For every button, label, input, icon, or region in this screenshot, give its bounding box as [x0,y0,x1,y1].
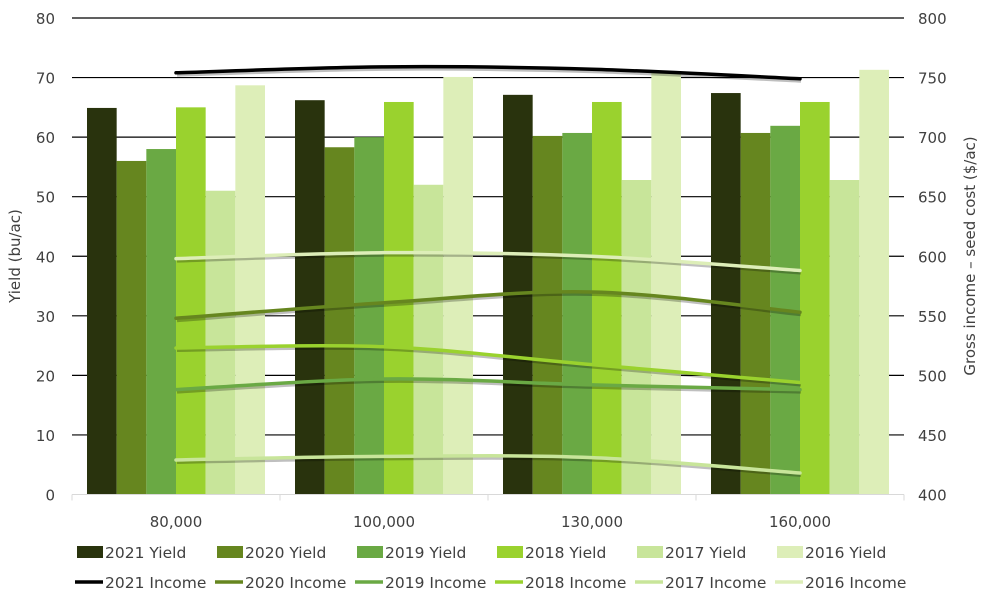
bar-2018-yield [176,107,206,495]
y-tick-label: 0 [45,487,55,505]
line-shadow [176,291,802,323]
legend-label: 2018 Yield [525,544,606,562]
line-2021-income [174,64,802,81]
y2-tick-label: 800 [918,10,947,28]
bar-2019-yield [146,149,176,495]
y2-tick-label: 700 [918,129,947,147]
y-tick-label: 60 [36,129,55,147]
bar-2018-yield [800,101,830,495]
line-shadow [176,378,802,394]
y2-tick-label: 750 [918,70,947,88]
line-2019-income [174,377,802,392]
bar-2020-yield [532,135,563,495]
line-2017-income [174,454,802,475]
legend-label: 2017 Income [665,574,766,592]
y2-tick-label: 400 [918,487,947,505]
y2-tick-label: 650 [918,189,947,207]
x-tick-label: 160,000 [769,513,831,531]
line-2016-income [174,250,802,273]
legend-label: 2021 Yield [105,544,186,562]
legend-swatch [77,546,103,558]
bar-2017-yield [413,184,444,495]
line-2020-income [174,290,802,320]
y2-tick-label: 500 [918,367,947,385]
y-tick-label: 70 [36,70,55,88]
legend-swatch [497,546,523,558]
legend-label: 2018 Income [525,574,626,592]
bar-2017-yield [829,180,860,495]
y2-axis-label: Gross income – seed cost ($/ac) [961,136,979,375]
y-tick-label: 30 [36,308,55,326]
y-axis-label: Yield (bu/ac) [6,209,24,304]
bar-2016-yield [235,85,265,495]
y2-tick-label: 550 [918,308,947,326]
y2-tick-label: 450 [918,427,947,445]
x-tick-label: 130,000 [561,513,623,531]
legend-label: 2020 Income [245,574,346,592]
legend-label: 2019 Income [385,574,486,592]
bar-2021-yield [87,107,117,495]
y-tick-label: 10 [36,427,55,445]
line-shadow [176,66,802,83]
legend-label: 2016 Income [805,574,906,592]
bar-2017-yield [205,190,236,495]
bar-2020-yield [116,160,147,495]
y-tick-label: 40 [36,248,55,266]
legend-label: 2017 Yield [665,544,746,562]
legend-label: 2019 Yield [385,544,466,562]
bar-2021-yield [711,93,741,495]
bar-2017-yield [621,180,652,495]
bar-2018-yield [384,101,414,495]
bar-2016-yield [651,72,681,495]
bar-2018-yield [592,101,622,495]
legend-swatch [217,546,243,558]
line-shadow [176,252,802,275]
x-tick-label: 80,000 [150,513,203,531]
bar-2019-yield [354,137,384,495]
legend-label: 2021 Income [105,574,206,592]
y-tick-label: 80 [36,10,55,28]
x-tick-label: 100,000 [353,513,415,531]
bar-2019-yield [562,132,592,495]
line-2018-income [174,344,802,385]
legend-label: 2020 Yield [245,544,326,562]
bar-2016-yield [859,69,889,495]
bar-2020-yield [740,132,771,495]
legend-swatch [637,546,663,558]
legend-swatch [777,546,803,558]
line-shadow [176,455,802,478]
bar-2016-yield [443,76,473,495]
y-tick-label: 50 [36,189,55,207]
y-tick-label: 20 [36,367,55,385]
legend-swatch [357,546,383,558]
bar-2021-yield [295,100,325,495]
line-shadow [176,345,802,387]
legend-label: 2016 Yield [805,544,886,562]
y2-tick-label: 600 [918,248,947,266]
bar-2020-yield [324,147,355,495]
